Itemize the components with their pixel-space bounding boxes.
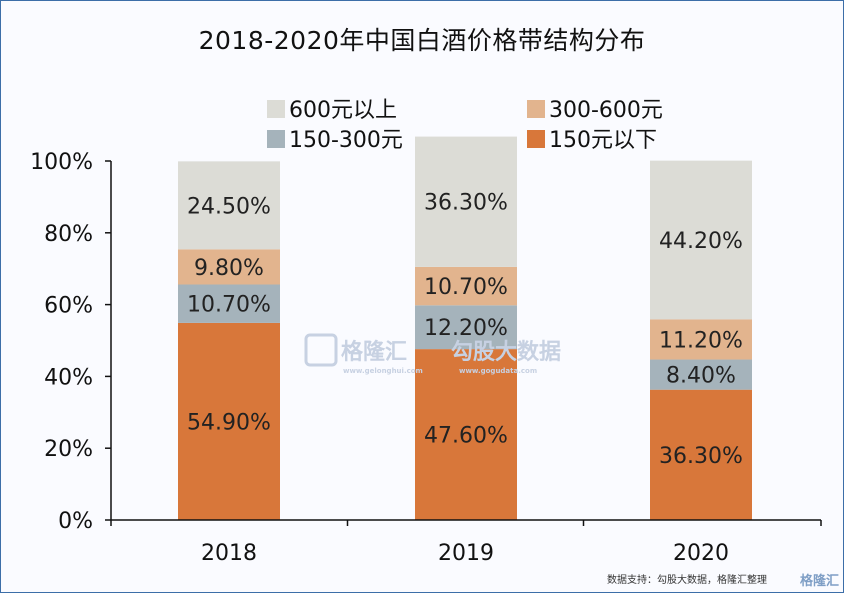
y-tick-label: 60% [44, 294, 93, 319]
y-tick-label: 40% [44, 365, 93, 390]
bar-segment-2020-600元以上 [650, 160, 752, 320]
legend-label: 300-600元 [549, 98, 663, 123]
bar-segment-2019-300-600元 [415, 266, 517, 306]
legend-label: 150元以下 [549, 128, 657, 153]
legend-swatch [527, 130, 545, 148]
data-label: 54.90% [187, 410, 271, 435]
bar-segment-2018-150元以下 [178, 322, 280, 520]
bar-segment-2018-150-300元 [178, 284, 280, 323]
data-label: 11.20% [659, 328, 743, 353]
brand-logo: 格隆汇 [799, 574, 839, 589]
data-label: 44.20% [659, 229, 743, 254]
y-tick-label: 100% [30, 150, 93, 175]
watermark-brand: 格隆汇 [341, 339, 407, 365]
watermark-brand-url: www.gelonghui.com [343, 367, 423, 375]
data-label: 10.70% [424, 275, 508, 300]
watermark-data-brand: 勾股大数据 [451, 339, 561, 365]
bar-segment-2020-300-600元 [650, 319, 752, 360]
x-tick-label: 2019 [438, 541, 494, 566]
data-label: 24.50% [187, 194, 271, 219]
x-tick-label: 2018 [201, 541, 257, 566]
data-label: 47.60% [424, 424, 508, 449]
legend-swatch [527, 100, 545, 118]
data-label: 8.40% [666, 364, 736, 389]
bar-segment-2020-150-300元 [650, 359, 752, 390]
data-label: 9.80% [194, 256, 264, 281]
data-label: 12.20% [424, 316, 508, 341]
legend-swatch [267, 100, 285, 118]
watermark-logo-icon [304, 333, 338, 367]
bar-segment-2019-150-300元 [415, 305, 517, 350]
bar-segment-2019-600元以上 [415, 136, 517, 267]
bar-segment-2019-150元以下 [415, 349, 517, 520]
y-tick-label: 0% [58, 509, 93, 534]
y-tick-label: 80% [44, 222, 93, 247]
data-label: 36.30% [659, 444, 743, 469]
y-tick-label: 20% [44, 437, 93, 462]
chart-title: 2018-2020年中国白酒价格带结构分布 [198, 26, 646, 55]
source-note: 数据支持：勾股大数据，格隆汇整理 [607, 575, 767, 586]
legend-label: 150-300元 [289, 128, 403, 153]
data-label: 10.70% [187, 293, 271, 318]
bar-segment-2018-300-600元 [178, 249, 280, 285]
legend-swatch [267, 130, 285, 148]
legend-label: 600元以上 [289, 98, 397, 123]
x-tick-label: 2020 [673, 541, 729, 566]
bar-segment-2018-600元以上 [178, 161, 280, 250]
watermark-data-url: www.gogudata.com [459, 367, 537, 375]
bar-segment-2020-150元以下 [650, 389, 752, 520]
data-label: 36.30% [424, 191, 508, 216]
